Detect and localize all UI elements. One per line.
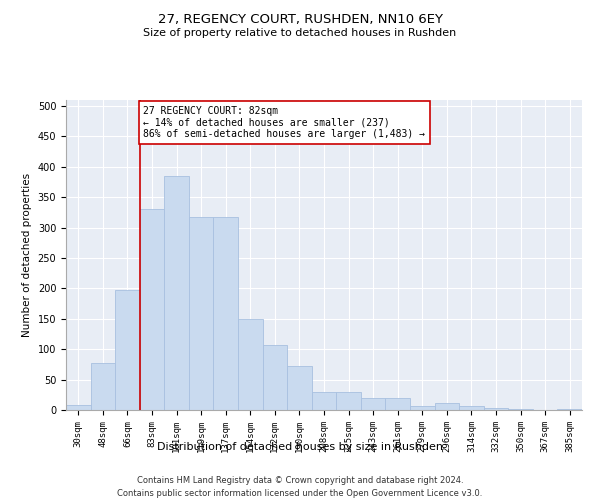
Bar [385, 398, 410, 410]
Bar [508, 409, 533, 410]
Bar [214, 216, 238, 410]
Text: 27, REGENCY COURT, RUSHDEN, NN10 6EY: 27, REGENCY COURT, RUSHDEN, NN10 6EY [157, 12, 443, 26]
Bar [312, 392, 336, 410]
Text: Size of property relative to detached houses in Rushden: Size of property relative to detached ho… [143, 28, 457, 38]
Bar [140, 210, 164, 410]
Bar [336, 392, 361, 410]
Text: Contains public sector information licensed under the Open Government Licence v3: Contains public sector information licen… [118, 489, 482, 498]
Bar [115, 290, 140, 410]
Bar [164, 176, 189, 410]
Text: 27 REGENCY COURT: 82sqm
← 14% of detached houses are smaller (237)
86% of semi-d: 27 REGENCY COURT: 82sqm ← 14% of detache… [143, 106, 425, 140]
Bar [287, 366, 312, 410]
Bar [66, 405, 91, 410]
Bar [484, 408, 508, 410]
Y-axis label: Number of detached properties: Number of detached properties [22, 173, 32, 337]
Bar [238, 319, 263, 410]
Text: Contains HM Land Registry data © Crown copyright and database right 2024.: Contains HM Land Registry data © Crown c… [137, 476, 463, 485]
Bar [263, 345, 287, 410]
Text: Distribution of detached houses by size in Rushden: Distribution of detached houses by size … [157, 442, 443, 452]
Bar [410, 406, 434, 410]
Bar [557, 409, 582, 410]
Bar [91, 362, 115, 410]
Bar [361, 398, 385, 410]
Bar [459, 406, 484, 410]
Bar [434, 402, 459, 410]
Bar [189, 216, 214, 410]
